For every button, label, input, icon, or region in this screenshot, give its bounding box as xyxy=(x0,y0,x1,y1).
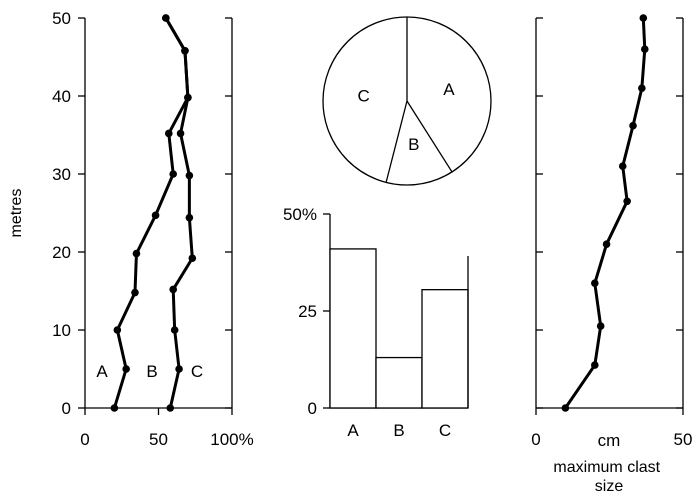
p1-x-tick-label: 50 xyxy=(149,430,168,449)
p1-series-c-point xyxy=(176,129,185,138)
p1-y-tick-label: 20 xyxy=(52,243,71,262)
p1-region-label-b: B xyxy=(146,362,157,381)
pie-slice-label-a: A xyxy=(443,80,455,99)
p4-y-ticks xyxy=(536,17,683,409)
bar-c xyxy=(421,289,469,409)
bar-a xyxy=(329,248,377,409)
p3-y-tick-label: 0 xyxy=(308,399,317,418)
p1-series-c-point xyxy=(166,404,175,412)
p1-series-b-point xyxy=(151,211,160,220)
p1-series-b-point xyxy=(164,129,173,138)
p1-x-tick-label: 100% xyxy=(210,430,253,449)
p4-unit-label: cm xyxy=(598,431,621,450)
p1-x-ticks: 0 50 100% xyxy=(80,408,254,449)
p4-series-point xyxy=(640,45,649,53)
p1-series-c-point xyxy=(188,254,197,263)
p1-series-c-point xyxy=(185,213,194,222)
p4-series-line xyxy=(561,14,649,412)
p1-series-c-point xyxy=(181,46,189,55)
p1-y-ticks: 0 10 20 30 40 50 xyxy=(52,9,232,418)
p3-x-tick-label: A xyxy=(347,421,359,440)
clast-size-profile-panel: 0 50 cm maximum clast size xyxy=(531,14,692,495)
p4-series-point xyxy=(623,197,631,206)
p1-series-c-point xyxy=(170,326,179,334)
p1-series-c-point xyxy=(169,285,177,294)
p4-series-point xyxy=(561,404,570,412)
p1-series-b-point xyxy=(131,288,139,297)
p1-series-c-point xyxy=(175,365,183,373)
p1-series-b-point xyxy=(110,404,119,412)
bar-chart-panel: 0 25 50% A B C xyxy=(283,205,469,440)
p4-series-line xyxy=(564,17,647,409)
p1-series-b-point xyxy=(122,365,130,373)
p4-x-ticks: 0 50 xyxy=(531,408,692,449)
p4-x-tick-label: 0 xyxy=(531,430,540,449)
bar-b xyxy=(375,356,423,409)
p1-y-axis-label: metres xyxy=(8,189,25,238)
p4-series-point xyxy=(591,279,599,288)
p4-series-point xyxy=(591,361,599,369)
p4-series-point xyxy=(596,322,605,330)
p1-y-tick-label: 0 xyxy=(62,399,71,418)
p1-series-b-point xyxy=(132,249,141,258)
p1-series-c-point xyxy=(162,14,170,22)
p3-x-tick-label: B xyxy=(393,421,404,440)
pie-slice-boundary xyxy=(406,100,453,173)
pie-slice-boundary xyxy=(385,100,408,183)
p3-y-ticks: 0 25 50% xyxy=(283,205,330,418)
p3-y-tick-label: 50% xyxy=(283,205,317,224)
p3-bars: A B C xyxy=(329,248,469,440)
p1-series-b-point xyxy=(113,326,122,334)
p1-y-tick-label: 30 xyxy=(52,165,71,184)
p4-series-point xyxy=(638,84,646,92)
pie-slice-label-c: C xyxy=(358,87,370,106)
p3-y-tick-label: 25 xyxy=(298,302,317,321)
p1-region-label-c: C xyxy=(191,362,203,381)
p4-x-tick-label: 50 xyxy=(674,430,693,449)
p1-y-tick-label: 10 xyxy=(52,321,71,340)
p4-x-axis-label: maximum clast size xyxy=(553,459,664,495)
p1-series-lines xyxy=(110,14,197,412)
p4-series-point xyxy=(602,240,611,248)
p1-x-tick-label: 0 xyxy=(80,430,89,449)
p1-series-c-point xyxy=(184,93,192,102)
pie-chart-panel: A B C xyxy=(322,16,492,186)
p1-region-label-a: A xyxy=(96,362,108,381)
p4-series-point xyxy=(618,162,627,170)
p1-series-c-line xyxy=(164,17,194,409)
composition-profile-panel: 0 10 20 30 40 50 0 50 100% metres A B C xyxy=(8,9,254,449)
p1-series-c-point xyxy=(185,171,194,180)
p1-y-tick-label: 40 xyxy=(52,87,71,106)
pie-slice-label-b: B xyxy=(408,135,419,154)
p3-x-tick-label: C xyxy=(439,421,451,440)
p1-series-b-point xyxy=(169,170,177,178)
p4-series-point xyxy=(639,14,648,22)
p4-series-point xyxy=(629,121,637,130)
p1-y-tick-label: 50 xyxy=(52,9,71,28)
